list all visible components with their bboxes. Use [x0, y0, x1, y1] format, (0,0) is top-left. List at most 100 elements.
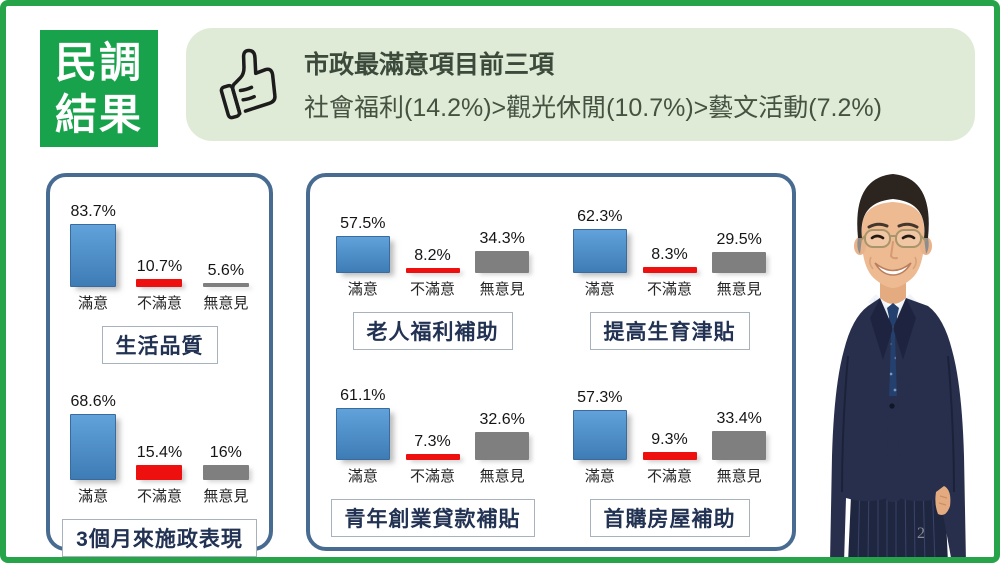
banner-text: 市政最滿意項目前三項 社會福利(14.2%)>觀光休閒(10.7%)>藝文活動(… — [304, 45, 882, 124]
chart-title: 3個月來施政表現 — [76, 528, 243, 551]
bar-column: 8.2% — [398, 247, 468, 273]
no-opinion-bar — [712, 252, 767, 273]
badge-line-1: 民調 — [54, 39, 143, 87]
bar-value-label: 34.3% — [479, 230, 525, 247]
no-opinion-bar — [475, 251, 530, 273]
page-number: 2 — [917, 525, 925, 542]
bar-column: 83.7% — [60, 203, 126, 287]
bar-column: 57.3% — [565, 389, 635, 460]
panel-policy-ratings: 57.5% 8.2% 34.3% 滿意 不滿意 無意見 老人福利補助 62.3% 8.3% 29.… — [306, 173, 796, 551]
top-items-banner: 市政最滿意項目前三項 社會福利(14.2%)>觀光休閒(10.7%)>藝文活動(… — [186, 28, 975, 141]
bar-column: 34.3% — [467, 230, 537, 273]
chart-title-row: 提高生育津貼 — [565, 312, 774, 350]
bar-category-label: 不滿意 — [136, 295, 182, 312]
bar-value-label: 9.3% — [651, 430, 688, 448]
mayor-photo — [796, 156, 994, 557]
chart-title-box: 老人福利補助 — [352, 312, 513, 350]
badge-line-2: 結果 — [54, 90, 143, 138]
bar-column: 9.3% — [635, 431, 705, 460]
dissatisfied-bar — [642, 267, 697, 273]
bar-column: 5.6% — [193, 262, 259, 287]
bar-column: 10.7% — [126, 258, 192, 287]
bar-category-label: 滿意 — [78, 488, 109, 505]
no-opinion-bar — [202, 282, 249, 287]
category-labels: 滿意 不滿意 無意見 — [60, 292, 259, 313]
bar-column: 61.1% — [328, 387, 398, 460]
chart-title-row: 青年創業貸款補貼 — [328, 499, 537, 537]
bar-category-label: 無意見 — [479, 281, 525, 298]
banner-title: 市政最滿意項目前三項 — [304, 51, 555, 79]
satisfied-bar — [572, 229, 627, 273]
dissatisfied-bar — [642, 451, 697, 460]
category-labels: 滿意 不滿意 無意見 — [60, 485, 259, 506]
bar-category-label: 滿意 — [584, 281, 615, 298]
satisfied-bar — [70, 224, 117, 287]
panel-overall-ratings: 83.7% 10.7% 5.6% 滿意 不滿意 無意見 生活品質 68.6% 15.4% 16% 滿… — [46, 173, 273, 557]
bar-group: 62.3% 8.3% 29.5% — [565, 193, 774, 273]
chart-title-row: 生活品質 — [60, 326, 259, 364]
bar-column: 33.4% — [704, 410, 774, 460]
poll-results-badge: 民調 結果 — [40, 30, 158, 147]
chart-title: 提高生育津貼 — [603, 321, 736, 344]
bar-category-label: 不滿意 — [410, 468, 456, 485]
satisfied-bar — [70, 413, 117, 480]
category-labels: 滿意 不滿意 無意見 — [565, 278, 774, 299]
bar-group: 68.6% 15.4% 16% — [60, 384, 259, 480]
bar-column: 32.6% — [467, 411, 537, 460]
bar-column: 16% — [193, 443, 259, 480]
bar-category-label: 不滿意 — [136, 488, 182, 505]
dissatisfied-bar — [405, 453, 460, 460]
bar-column: 68.6% — [60, 392, 126, 480]
bar-category-label: 無意見 — [203, 488, 249, 505]
bar-column: 15.4% — [126, 444, 192, 480]
thumbs-up-icon — [200, 37, 288, 133]
bar-value-label: 29.5% — [716, 231, 762, 249]
dissatisfied-bar — [136, 465, 183, 480]
banner-subtitle: 社會福利(14.2%)>觀光休閒(10.7%)>藝文活動(7.2%) — [304, 94, 882, 122]
chart-title: 老人福利補助 — [366, 321, 499, 344]
category-labels: 滿意 不滿意 無意見 — [328, 278, 537, 299]
bar-column: 62.3% — [565, 208, 635, 273]
bar-category-label: 無意見 — [203, 295, 249, 312]
bar-column: 57.5% — [328, 215, 398, 273]
bar-value-label: 61.1% — [340, 387, 386, 405]
bar-category-label: 滿意 — [347, 281, 378, 298]
category-labels: 滿意 不滿意 無意見 — [565, 465, 774, 486]
chart-first-home-subsidy: 57.3% 9.3% 33.4% 滿意 不滿意 無意見首購房屋補助 — [565, 380, 774, 537]
dissatisfied-bar — [136, 279, 183, 287]
chart-title-row: 3個月來施政表現 — [60, 519, 259, 557]
bar-category-label: 無意見 — [479, 468, 525, 485]
chart-title-box: 首購房屋補助 — [589, 499, 750, 537]
bar-value-label: 8.2% — [414, 246, 451, 264]
chart-title-box: 3個月來施政表現 — [62, 519, 257, 557]
bar-value-label: 32.6% — [479, 411, 525, 429]
bar-group: 57.3% 9.3% 33.4% — [565, 380, 774, 460]
bar-column: 29.5% — [704, 231, 774, 273]
dissatisfied-bar — [405, 267, 460, 273]
bar-category-label: 不滿意 — [410, 281, 456, 298]
bar-value-label: 68.6% — [70, 392, 116, 410]
chart-3-month-performance: 68.6% 15.4% 16% 滿意 不滿意 無意見 3個月來施政表現 — [60, 384, 259, 557]
chart-title-row: 首購房屋補助 — [565, 499, 774, 537]
chart-title-row: 老人福利補助 — [328, 312, 537, 350]
bar-value-label: 62.3% — [577, 208, 623, 226]
bar-category-label: 無意見 — [716, 281, 762, 298]
chart-title-box: 青年創業貸款補貼 — [330, 499, 535, 537]
satisfied-bar — [335, 236, 390, 273]
bar-group: 83.7% 10.7% 5.6% — [60, 191, 259, 287]
bar-group: 61.1% 7.3% 32.6% — [328, 380, 537, 460]
bar-value-label: 7.3% — [414, 432, 451, 450]
bar-value-label: 15.4% — [136, 444, 183, 462]
no-opinion-bar — [712, 430, 767, 460]
satisfied-bar — [335, 408, 390, 460]
chart-title: 青年創業貸款補貼 — [344, 508, 521, 531]
bar-category-label: 不滿意 — [647, 281, 693, 298]
bar-column: 8.3% — [635, 246, 705, 273]
category-labels: 滿意 不滿意 無意見 — [328, 465, 537, 486]
chart-youth-startup-loan: 61.1% 7.3% 32.6% 滿意 不滿意 無意見 青年創業貸款補貼 — [328, 380, 537, 537]
bar-value-label: 33.4% — [716, 409, 762, 427]
bar-category-label: 不滿意 — [647, 468, 693, 485]
chart-title: 生活品質 — [115, 335, 204, 358]
bar-value-label: 16% — [209, 443, 242, 461]
